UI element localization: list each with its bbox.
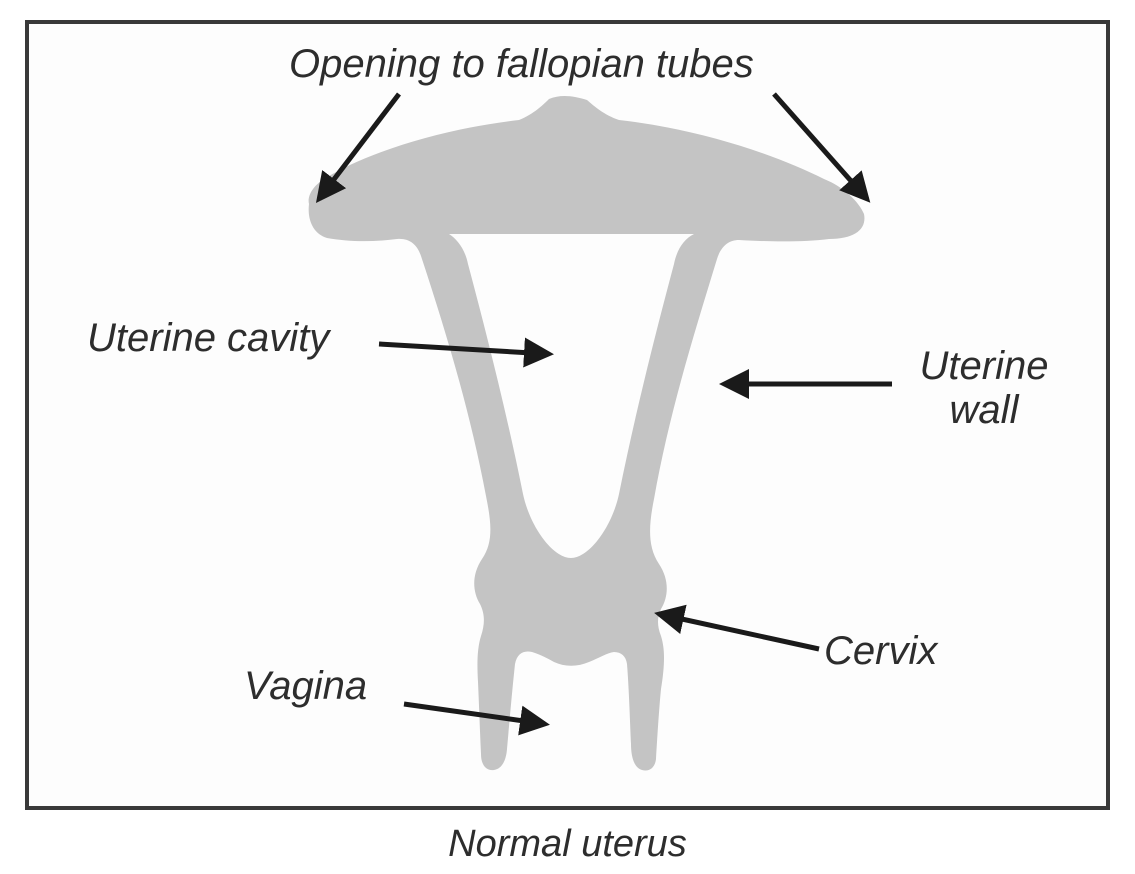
- label-vagina: Vagina: [244, 664, 367, 709]
- label-fallopian-opening: Opening to fallopian tubes: [289, 42, 754, 87]
- label-cervix: Cervix: [824, 629, 937, 674]
- label-uterine-wall: Uterinewall: [899, 344, 1069, 432]
- label-uterine-cavity: Uterine cavity: [87, 316, 329, 361]
- label-uterine-wall-text: Uterinewall: [920, 344, 1049, 432]
- diagram-frame: Opening to fallopian tubes Uterine cavit…: [25, 20, 1110, 810]
- figure-caption: Normal uterus: [0, 823, 1135, 866]
